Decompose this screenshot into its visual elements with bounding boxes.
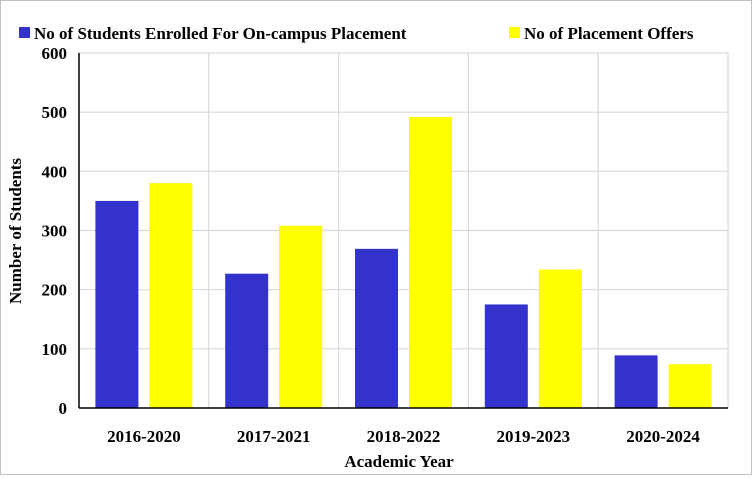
bar-offers-2017-2021 (279, 225, 323, 408)
y-tick-label: 400 (42, 162, 68, 181)
x-tick-label: 2019-2023 (496, 427, 570, 446)
y-tick-label: 100 (42, 340, 68, 359)
x-tick-label: 2018-2022 (367, 427, 441, 446)
y-tick-label: 0 (59, 399, 68, 418)
legend-swatch (509, 27, 520, 38)
x-tick-label: 2020-2024 (626, 427, 700, 446)
x-axis-label: Academic Year (344, 452, 454, 471)
x-tick-label: 2017-2021 (237, 427, 311, 446)
legend: No of Students Enrolled For On-campus Pl… (19, 24, 694, 43)
bar-offers-2020-2024 (668, 364, 712, 408)
bar-enrolled-2019-2023 (484, 304, 528, 408)
bar-enrolled-2018-2022 (355, 248, 398, 408)
y-axis-label: Number of Students (6, 158, 25, 304)
legend-label: No of Placement Offers (524, 24, 694, 43)
bar-enrolled-2017-2021 (225, 273, 269, 408)
y-tick-label: 300 (42, 222, 68, 241)
y-tick-label: 200 (42, 281, 68, 300)
legend-swatch (19, 27, 30, 38)
bar-offers-2016-2020 (149, 183, 193, 408)
bars (95, 116, 712, 409)
x-tick-label: 2016-2020 (107, 427, 181, 446)
y-tick-label: 500 (42, 103, 68, 122)
bar-enrolled-2020-2024 (614, 355, 658, 408)
bar-offers-2019-2023 (538, 269, 582, 408)
y-tick-label: 600 (42, 44, 68, 63)
legend-label: No of Students Enrolled For On-campus Pl… (34, 24, 407, 43)
bar-enrolled-2016-2020 (95, 200, 139, 408)
axes: 0 100 200 300 400 500 600 2016-2020 2017-2021 201… (42, 44, 728, 446)
bar-offers-2018-2022 (409, 116, 452, 409)
